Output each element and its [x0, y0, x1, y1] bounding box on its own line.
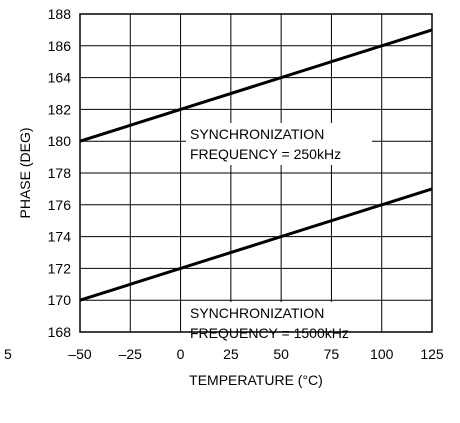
y-tick-label: 178 [48, 165, 72, 181]
annotations: SYNCHRONIZATION FREQUENCY = 250kHz SYNCHRO… [186, 123, 372, 344]
x-tick-label: 100 [370, 346, 394, 362]
series-line-1 [79, 28, 433, 143]
y-tick-label: 174 [48, 229, 72, 245]
series-lines [79, 28, 433, 302]
x-tick-label: –25 [119, 346, 143, 362]
y-tick-label: 182 [48, 101, 72, 117]
annotation-2-line-1: SYNCHRONIZATION [190, 305, 324, 321]
y-tick-labels: 168 170 172 174 176 178 180 182 164 186 188 [48, 6, 72, 340]
x-tick-labels: –50 –25 0 25 50 75 100 125 [68, 346, 444, 362]
x-tick-label: 75 [324, 346, 340, 362]
y-tick-label: 164 [48, 70, 72, 86]
y-tick-label: 176 [48, 197, 72, 213]
annotation-2-line-2: FREQUENCY = 1500kHz [190, 325, 349, 341]
grid [80, 14, 432, 332]
y-tick-label: 188 [48, 6, 72, 22]
x-tick-label: –50 [68, 346, 92, 362]
annotation-1-line-2: FREQUENCY = 250kHz [190, 146, 341, 162]
annotation-background [186, 302, 372, 344]
y-tick-label: 180 [48, 133, 72, 149]
plot-frame [79, 13, 433, 333]
y-axis-label: PHASE (DEG) [17, 127, 33, 218]
x-tick-label: 50 [273, 346, 289, 362]
y-tick-label: 168 [48, 324, 72, 340]
annotation-background [186, 123, 372, 165]
y-tick-label: 170 [48, 292, 72, 308]
x-axis-label: TEMPERATURE (°C) [189, 372, 323, 388]
series-line-2 [79, 187, 433, 302]
x-tick-label: 25 [223, 346, 239, 362]
x-tick-label: 0 [177, 346, 185, 362]
x-tick-label: 125 [420, 346, 444, 362]
y-tick-label: 172 [48, 260, 72, 276]
stray-tick-label: 5 [4, 346, 12, 362]
annotation-1-line-1: SYNCHRONIZATION [190, 126, 324, 142]
y-tick-label: 186 [48, 38, 72, 54]
